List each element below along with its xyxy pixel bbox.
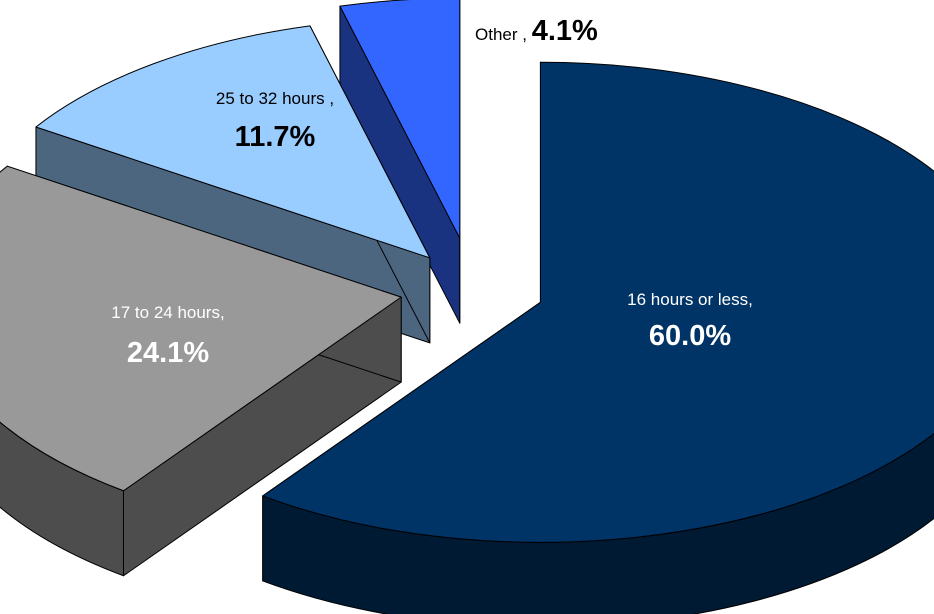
pie-slice-16-hours-or-less bbox=[262, 61, 934, 543]
slice-name-17-to-24-hours: 17 to 24 hours, bbox=[111, 303, 224, 322]
slice-value-25-to-32-hours: 11.7% bbox=[235, 121, 316, 153]
slice-name-other: Other , bbox=[475, 25, 532, 44]
slice-label-other: Other , 4.1% bbox=[475, 15, 598, 47]
slice-name-25-to-32-hours: 25 to 32 hours , bbox=[216, 89, 334, 108]
slice-value-other: 4.1% bbox=[532, 15, 598, 47]
slice-name-16-hours-or-less: 16 hours or less, bbox=[627, 290, 753, 309]
pie-label-layer: 16 hours or less, 60.0% 17 to 24 hours, 24.… bbox=[111, 15, 753, 369]
pie-slice-17-to-24-hours bbox=[0, 165, 402, 492]
pie-slice-other bbox=[339, 0, 461, 239]
pie-top-layer bbox=[0, 0, 934, 543]
pie-slice-25-to-32-hours bbox=[35, 25, 431, 259]
slice-value-16-hours-or-less: 60.0% bbox=[649, 320, 731, 352]
slice-value-17-to-24-hours: 24.1% bbox=[127, 337, 209, 369]
